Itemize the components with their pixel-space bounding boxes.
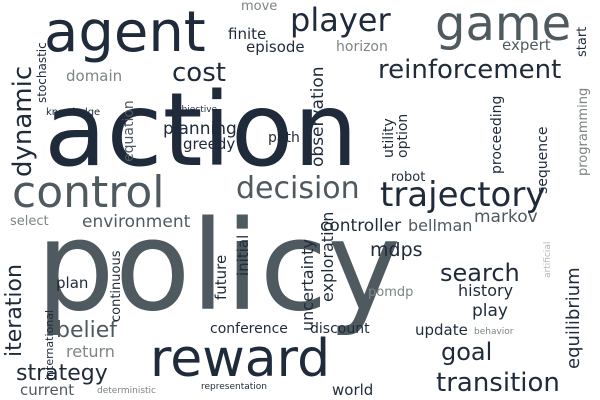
word-uncertainty: uncertainty xyxy=(298,239,317,331)
word-deterministic: deterministic xyxy=(97,386,156,396)
word-controller: controller xyxy=(320,216,402,236)
word-environment: environment xyxy=(82,212,191,232)
word-domain: domain xyxy=(66,67,123,85)
word-objective: objective xyxy=(176,105,218,115)
word-future: future xyxy=(212,254,230,300)
word-equilibrium: equilibrium xyxy=(563,267,584,369)
word-robot: robot xyxy=(391,170,426,185)
word-proceeding: proceeding xyxy=(489,95,505,174)
word-pomdp: pomdp xyxy=(368,285,414,300)
word-move: move xyxy=(241,0,278,14)
word-markov: markov xyxy=(474,207,538,227)
word-return: return xyxy=(66,342,115,361)
word-trajectory: trajectory xyxy=(380,175,546,215)
word-iteration: iteration xyxy=(2,264,27,357)
word-goal: goal xyxy=(441,338,493,366)
word-programming: programming xyxy=(576,87,591,176)
word-plan: plan xyxy=(56,274,89,292)
word-discount: discount xyxy=(310,321,370,337)
word-stochastic: stochastic xyxy=(35,42,49,103)
word-horizon: horizon xyxy=(336,39,388,55)
word-finite: finite xyxy=(228,25,267,43)
word-utility: utility xyxy=(381,118,397,158)
word-policy: policy xyxy=(36,195,402,339)
word-path: path xyxy=(268,130,300,146)
word-decision: decision xyxy=(236,171,360,206)
word-history: history xyxy=(458,281,514,300)
word-greedy: greedy xyxy=(183,135,236,153)
word-update: update xyxy=(415,321,468,339)
word-reward: reward xyxy=(150,329,331,389)
word-select: select xyxy=(10,214,49,229)
word-episode: episode xyxy=(246,38,305,56)
word-strategy: strategy xyxy=(16,361,108,386)
word-artificial: artificial xyxy=(543,241,553,278)
word-conference: conference xyxy=(210,321,288,337)
word-reinforcement: reinforcement xyxy=(378,55,562,85)
word-expert: expert xyxy=(502,36,551,54)
word-transition: transition xyxy=(436,368,560,398)
word-start: start xyxy=(575,26,590,57)
word-action: action xyxy=(44,71,358,190)
word-initial: initial xyxy=(234,234,252,276)
word-continuous: continuous xyxy=(109,250,124,323)
word-game: game xyxy=(435,0,572,52)
word-observation: observation xyxy=(308,66,328,167)
word-current: current xyxy=(20,381,75,399)
word-international: international xyxy=(43,309,56,380)
word-bellman: bellman xyxy=(408,216,473,235)
word-representation: representation xyxy=(201,382,268,392)
word-agent: agent xyxy=(44,0,206,65)
word-play: play xyxy=(472,301,508,321)
word-search: search xyxy=(440,259,520,287)
word-control: control xyxy=(12,167,165,218)
word-exploration: exploration xyxy=(318,211,337,302)
word-sequence: sequence xyxy=(535,126,551,194)
word-cost: cost xyxy=(172,58,226,88)
word-player: player xyxy=(290,1,391,39)
word-dynamic: dynamic xyxy=(8,65,38,177)
word-belief: belief xyxy=(56,318,118,343)
word-mdps: mdps xyxy=(370,239,423,261)
word-planning: planning xyxy=(163,119,237,139)
word-behavior: behavior xyxy=(474,327,514,337)
word-knowledge: knowledge xyxy=(46,107,101,118)
word-equation: equation xyxy=(121,100,137,162)
word-world: world xyxy=(332,381,374,399)
word-option: option xyxy=(395,113,411,158)
